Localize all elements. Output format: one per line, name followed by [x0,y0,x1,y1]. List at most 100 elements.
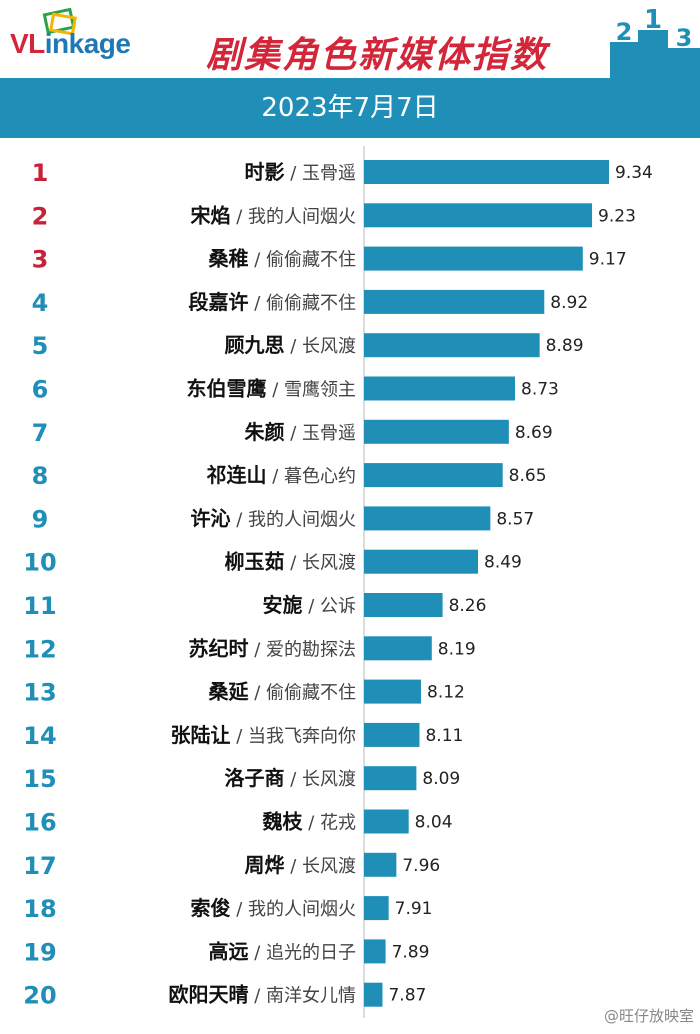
rank-label: 11 [23,592,56,620]
drama-name: / 长风渡 [284,769,356,790]
value-label: 9.34 [615,163,653,183]
rank-label: 8 [32,462,49,490]
header: VLinkage 剧集角色新媒体指数 2 1 3 [0,0,700,80]
role-name: 洛子商 [224,766,284,790]
value-label: 7.89 [392,942,430,962]
rank-label: 7 [32,419,49,447]
podium-digit-2: 2 [616,18,633,46]
row-label: 魏枝 / 花戎 [261,810,356,834]
row-label: 周烨 / 长风渡 [244,853,356,877]
role-name: 朱颜 [244,420,284,444]
value-label: 8.12 [427,683,465,703]
value-label: 9.23 [598,206,636,226]
drama-name: / 玉骨遥 [284,163,356,184]
value-label: 8.04 [415,813,453,833]
rank-label: 15 [23,765,56,793]
drama-name: / 暮色心约 [266,466,356,487]
bar [364,506,491,531]
bar [364,809,409,834]
drama-name: / 玉骨遥 [284,423,356,444]
rank-label: 18 [23,895,56,923]
role-name: 桑稚 [208,247,248,271]
role-name: 时影 [244,160,284,184]
drama-name: / 我的人间烟火 [230,206,356,227]
row-label: 高远 / 追光的日子 [208,939,356,963]
date-banner: 2023年7月7日 [0,78,700,138]
drama-name: / 公诉 [302,596,356,617]
drama-name: / 长风渡 [284,336,356,357]
bar [364,333,540,358]
logo-text-blue: inkage [44,28,131,59]
rank-label: 17 [23,852,56,880]
bar [364,939,386,964]
row-label: 张陆让 / 当我飞奔向你 [170,723,356,747]
row-label: 索俊 / 我的人间烟火 [190,896,356,920]
drama-name: / 南洋女儿情 [248,986,356,1007]
bar [364,246,583,271]
bar [364,896,389,921]
row-label: 顾九思 / 长风渡 [224,333,356,357]
value-label: 8.26 [449,596,487,616]
podium-digit-1: 1 [644,8,662,35]
rank-label: 19 [23,938,56,966]
rank-label: 1 [32,159,49,187]
rank-label: 10 [23,549,56,577]
role-name: 桑延 [208,680,249,704]
value-label: 7.96 [402,856,440,876]
bar [364,636,432,661]
role-name: 高远 [208,939,248,963]
rank-label: 12 [23,635,56,663]
role-name: 宋焰 [190,203,230,227]
row-label: 东伯雪鹰 / 雪鹰领主 [186,377,356,401]
value-label: 8.57 [496,509,534,529]
row-label: 宋焰 / 我的人间烟火 [190,203,356,227]
value-label: 8.19 [438,639,476,659]
drama-name: / 偷偷藏不住 [248,683,356,704]
bar [364,160,609,184]
row-label: 祁连山 / 暮色心约 [206,463,356,487]
value-label: 8.73 [521,380,559,400]
drama-name: / 我的人间烟火 [230,509,356,530]
rank-label: 9 [32,505,49,533]
role-name: 柳玉茹 [224,550,284,574]
rank-label: 6 [32,376,49,404]
row-label: 桑稚 / 偷偷藏不住 [208,247,356,271]
bar [364,289,545,314]
rank-label: 2 [32,202,49,230]
value-label: 9.17 [589,250,627,270]
bar [364,722,420,747]
value-label: 8.11 [425,726,463,746]
drama-name: / 我的人间烟火 [230,899,356,920]
role-name: 欧阳天晴 [168,983,248,1007]
drama-name: / 雪鹰领主 [266,380,356,401]
row-label: 安旎 / 公诉 [262,593,356,617]
bar [364,419,509,444]
value-label: 8.49 [484,553,522,573]
bar [364,463,503,488]
rank-label: 3 [32,246,49,274]
drama-name: / 偷偷藏不住 [248,293,356,314]
role-name: 段嘉许 [188,290,248,314]
bar [364,852,397,877]
podium-icon: 2 1 3 [610,8,700,80]
row-label: 柳玉茹 / 长风渡 [224,550,356,574]
drama-name: / 当我飞奔向你 [230,726,356,747]
role-name: 许沁 [190,506,230,530]
bar [364,593,443,617]
drama-name: / 爱的勘探法 [248,639,356,660]
rank-label: 4 [32,289,49,317]
ranking-chart-svg: 1 时影 / 玉骨遥 9.34 2 宋焰 / 我的人间烟火 9.23 3 桑稚 / 偷偷藏不住… [23,146,653,1018]
ranking-chart: 1 时影 / 玉骨遥 9.34 2 宋焰 / 我的人间烟火 9.23 3 桑稚 / 偷偷藏不住… [0,138,700,1030]
value-label: 7.87 [388,986,426,1006]
drama-name: / 长风渡 [284,553,356,574]
rank-label: 20 [23,982,56,1010]
value-label: 7.91 [395,899,433,919]
rank-label: 14 [23,722,56,750]
page-title: 剧集角色新媒体指数 [206,35,549,76]
watermark: @旺仔放映室 [603,1007,694,1025]
role-name: 张陆让 [170,723,230,747]
podium-digit-3: 3 [676,24,693,52]
row-label: 朱颜 / 玉骨遥 [244,420,356,444]
logo-text-red: VL [10,28,45,59]
logo-mark-icon [42,8,77,36]
